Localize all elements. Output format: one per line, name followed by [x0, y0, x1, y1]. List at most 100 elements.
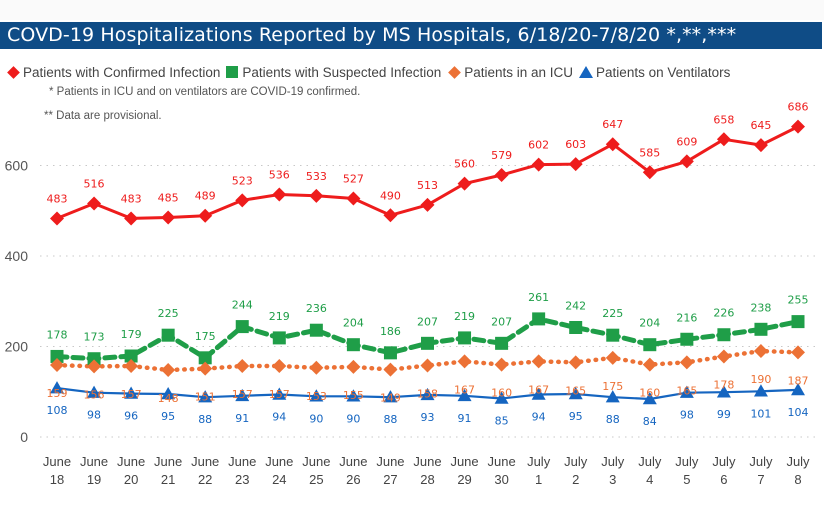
marker-ventilators: [420, 387, 435, 401]
data-label-icu: 153: [306, 390, 327, 403]
marker-ventilators: [383, 390, 398, 403]
data-label-icu: 160: [639, 387, 660, 400]
marker-suspected: [272, 331, 286, 345]
data-label-suspected: 216: [676, 311, 697, 324]
marker-ventilators: [753, 384, 768, 397]
marker-ventilators: [642, 391, 657, 405]
data-label-ventilators: 85: [495, 415, 509, 428]
data-label-icu: 148: [158, 392, 179, 405]
marker-suspected: [569, 320, 583, 334]
legend-label: Patients in an ICU: [464, 64, 574, 80]
data-label-suspected: 242: [565, 299, 586, 312]
marker-confirmed: [457, 176, 472, 191]
y-tick-label: 600: [5, 158, 29, 174]
x-tick-label-day: 29: [457, 472, 471, 487]
x-tick-label-day: 20: [124, 472, 138, 487]
legend-item-suspected: Patients with Suspected Infection: [226, 65, 441, 80]
marker-ventilators: [716, 385, 731, 398]
marker-confirmed: [87, 196, 102, 211]
marker-ventilators: [791, 382, 805, 396]
marker-suspected: [346, 338, 360, 352]
marker-suspected: [161, 328, 175, 342]
marker-ventilators: [124, 386, 139, 399]
x-tick-label-day: 7: [757, 472, 764, 487]
x-tick-label-month: June: [154, 454, 182, 469]
marker-icu: [161, 363, 176, 378]
data-label-confirmed: 647: [602, 118, 623, 131]
data-label-icu: 190: [750, 373, 771, 386]
marker-suspected: [680, 332, 694, 346]
marker-icu: [383, 362, 398, 377]
marker-icu: [235, 358, 250, 373]
marker-icu: [568, 355, 583, 370]
legend-item-icu: Patients in an ICU: [447, 65, 573, 80]
data-label-suspected: 255: [788, 294, 809, 307]
data-label-icu: 157: [269, 388, 290, 401]
marker-suspected: [87, 352, 101, 366]
x-tick-label-day: 19: [87, 472, 101, 487]
legend-label: Patients with Confirmed Infection: [23, 64, 221, 80]
data-label-ventilators: 94: [532, 410, 546, 423]
data-label-suspected: 175: [195, 330, 216, 343]
data-label-confirmed: 489: [195, 190, 216, 203]
marker-confirmed: [716, 132, 731, 147]
data-label-ventilators: 91: [458, 412, 472, 425]
data-label-confirmed: 533: [306, 170, 327, 183]
data-label-confirmed: 686: [788, 101, 809, 114]
x-tick-label-day: 18: [50, 472, 64, 487]
data-label-confirmed: 513: [417, 179, 438, 192]
marker-confirmed: [679, 154, 694, 169]
data-label-icu: 156: [84, 388, 105, 401]
data-label-confirmed: 645: [750, 119, 771, 132]
legend-label: Patients on Ventilators: [596, 64, 731, 80]
marker-ventilators: [272, 387, 287, 400]
data-label-ventilators: 93: [421, 411, 435, 424]
data-label-ventilators: 94: [272, 410, 286, 423]
marker-icu: [531, 354, 546, 369]
marker-confirmed: [753, 138, 768, 153]
data-label-suspected: 238: [750, 301, 771, 314]
marker-ventilators: [346, 389, 361, 402]
marker-icu: [642, 357, 657, 372]
marker-ventilators: [494, 391, 509, 404]
x-tick-label-month: June: [43, 454, 71, 469]
data-label-confirmed: 602: [528, 139, 549, 152]
x-tick-label-month: June: [228, 454, 256, 469]
data-label-suspected: 204: [343, 317, 364, 330]
data-label-suspected: 178: [47, 328, 68, 341]
data-label-confirmed: 483: [47, 192, 68, 205]
data-label-ventilators: 99: [717, 408, 731, 421]
x-tick-label-day: 23: [235, 472, 249, 487]
marker-confirmed: [124, 211, 139, 226]
x-tick-label-month: July: [638, 454, 662, 469]
data-label-suspected: 186: [380, 325, 401, 338]
data-label-confirmed: 536: [269, 168, 290, 181]
marker-confirmed: [605, 137, 620, 152]
data-label-confirmed: 603: [565, 138, 586, 151]
marker-icu: [272, 358, 287, 373]
marker-confirmed: [568, 157, 583, 172]
data-label-suspected: 179: [121, 328, 142, 341]
data-label-ventilators: 95: [569, 410, 583, 423]
footnote-icu: * Patients in ICU and on ventilators are…: [49, 86, 361, 98]
marker-confirmed: [531, 157, 546, 172]
x-tick-label-day: 1: [535, 472, 542, 487]
x-tick-label-month: June: [376, 454, 404, 469]
legend-item-confirmed: Patients with Confirmed Infection: [6, 65, 220, 80]
data-label-suspected: 225: [602, 307, 623, 320]
x-tick-label-month: July: [601, 454, 625, 469]
marker-icu: [605, 350, 620, 365]
data-label-ventilators: 96: [124, 410, 138, 423]
marker-confirmed: [791, 119, 805, 134]
data-label-confirmed: 490: [380, 189, 401, 202]
data-label-suspected: 204: [639, 317, 660, 330]
marker-ventilators: [605, 390, 620, 403]
data-label-icu: 157: [121, 388, 142, 401]
x-tick-label-day: 5: [683, 472, 690, 487]
data-label-confirmed: 579: [491, 149, 512, 162]
data-label-confirmed: 560: [454, 158, 475, 171]
marker-suspected: [643, 338, 657, 352]
data-label-icu: 158: [417, 388, 438, 401]
marker-suspected: [495, 336, 509, 350]
